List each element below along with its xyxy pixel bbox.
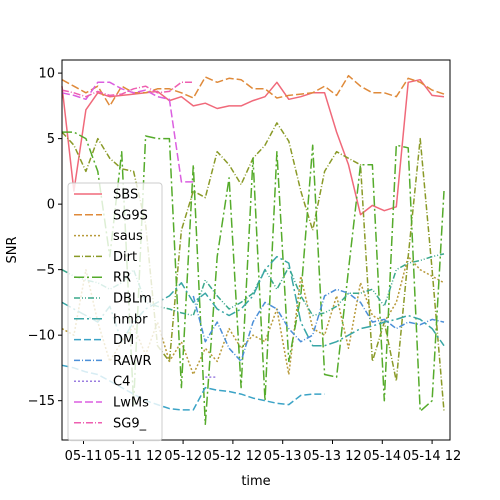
x-tick-label: 05-11 12 <box>104 449 162 464</box>
legend-label: DBLm <box>113 292 152 307</box>
series-line-hmbr <box>61 255 445 347</box>
legend-label: SG9S <box>113 208 148 223</box>
x-tick-label: 05-13 12 <box>303 449 361 464</box>
plot-frame <box>61 59 451 441</box>
x-tick-label: 05-14 12 <box>403 449 461 464</box>
legend-label: C4 <box>113 375 130 390</box>
series-line-sg9s <box>61 74 445 107</box>
x-tick-label: 05-14 <box>363 449 401 464</box>
legend-label: hmbr <box>113 312 148 327</box>
y-tick-label: 10 <box>38 67 55 82</box>
series-layer <box>61 74 445 426</box>
y-tick-label: −10 <box>28 329 55 344</box>
y-tick-label: −15 <box>28 394 55 409</box>
x-axis: 05-11 05-11 12 05-12 05-12 12 05-13 05-13 12 0… <box>65 440 461 464</box>
legend-frame <box>67 182 163 442</box>
legend-label: SG9_ <box>113 416 147 431</box>
legend: SBS SG9S saus Dirt RR DBLm hmbr DM RAWR C4 LwMs SG9… <box>67 182 163 442</box>
legend-label: RR <box>113 271 131 286</box>
y-tick-label: 0 <box>47 198 55 213</box>
legend-label: Dirt <box>113 250 137 265</box>
legend-label: LwMs <box>113 396 149 411</box>
series-line-rawr <box>192 288 445 363</box>
series-line-rr <box>62 131 445 426</box>
y-axis-label: SNR <box>5 236 20 263</box>
series-line-sbs <box>61 78 445 216</box>
y-tick-label: 5 <box>47 132 55 147</box>
legend-label: SBS <box>113 188 138 203</box>
y-axis: −15 −10 −5 0 5 10 <box>28 67 62 409</box>
x-axis-label: time <box>241 474 270 489</box>
legend-label: DM <box>113 333 134 348</box>
x-tick-label: 05-13 <box>264 449 302 464</box>
x-tick-label: 05-12 12 <box>204 449 262 464</box>
x-tick-label: 05-12 <box>164 449 202 464</box>
legend-label: RAWR <box>113 354 152 369</box>
legend-label: saus <box>113 229 143 244</box>
x-tick-label: 05-11 <box>65 449 103 464</box>
y-tick-label: −5 <box>36 263 55 278</box>
